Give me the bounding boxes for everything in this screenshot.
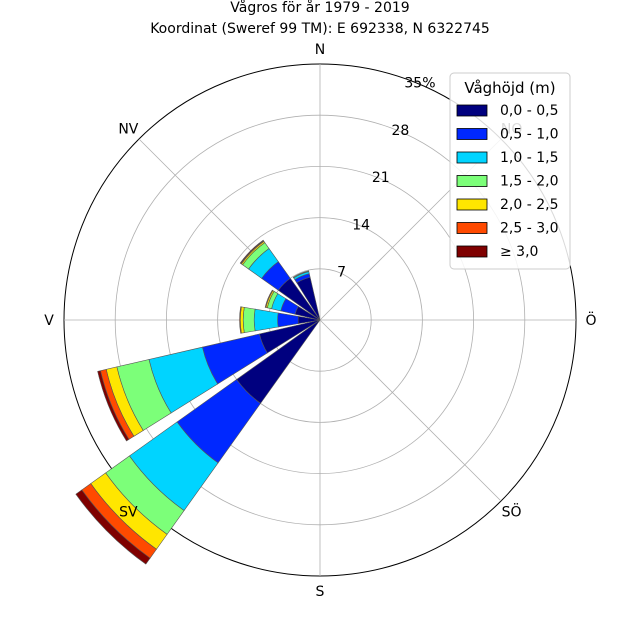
rose-bar-segment: [242, 306, 256, 334]
rose-bars: [75, 239, 321, 565]
rose-bar-segment: [239, 239, 264, 264]
radial-tick-label: 14: [352, 217, 370, 233]
legend-label: 1,0 - 1,5: [500, 150, 558, 166]
legend-label: 0,0 - 0,5: [500, 103, 558, 119]
rose-bar-segment: [292, 270, 310, 279]
radial-tick-labels: 7 14 21 28 35%: [337, 75, 435, 280]
legend-box: [449, 72, 571, 270]
legend-swatch: [456, 175, 488, 187]
legend-label: 2,5 - 3,0: [500, 221, 558, 237]
legend-label: 0,5 - 1,0: [500, 127, 558, 143]
rose-bar-segment: [75, 489, 151, 565]
radial-tick-label: 28: [391, 123, 409, 139]
legend-label: ≥ 3,0: [500, 244, 538, 260]
rose-bar-segment: [239, 306, 242, 334]
rose-bar-segment: [97, 370, 130, 442]
rose-bar-segment: [277, 312, 299, 328]
compass-label: SÖ: [502, 503, 522, 521]
chart-title: Vågros för år 1979 - 2019: [230, 0, 409, 16]
legend-swatch: [456, 222, 488, 234]
rose-bar-segment: [264, 289, 274, 308]
legend-swatch: [456, 104, 488, 117]
legend-swatch: [456, 151, 488, 164]
legend-swatch: [456, 245, 488, 258]
compass-label: N: [315, 42, 325, 58]
chart-subtitle: Koordinat (Sweref 99 TM): E 692338, N 63…: [150, 21, 490, 37]
legend-label: 2,0 - 2,5: [500, 197, 558, 213]
legend-swatch: [456, 198, 488, 211]
radial-tick-label: 21: [372, 170, 390, 186]
legend-title: Våghöjd (m): [464, 79, 555, 97]
legend: Våghöjd (m) 0,0 - 0,5 0,5 - 1,0 1,0 - 1,5 1…: [449, 72, 571, 270]
radial-tick-label: 35%: [404, 75, 435, 91]
legend-label: 1,5 - 2,0: [500, 174, 558, 190]
compass-label: Ö: [585, 311, 596, 329]
legend-items: 0,0 - 0,5 0,5 - 1,0 1,0 - 1,5 1,5 - 2,0 2,0 …: [456, 103, 558, 260]
compass-label: V: [44, 313, 54, 329]
grid-spoke: [319, 319, 502, 502]
compass-label: SV: [119, 505, 138, 521]
radial-tick-label: 7: [337, 265, 346, 281]
compass-label: NV: [118, 121, 138, 137]
rose-bar-segment: [253, 308, 279, 332]
legend-swatch: [456, 128, 488, 140]
compass-label: S: [316, 584, 325, 600]
